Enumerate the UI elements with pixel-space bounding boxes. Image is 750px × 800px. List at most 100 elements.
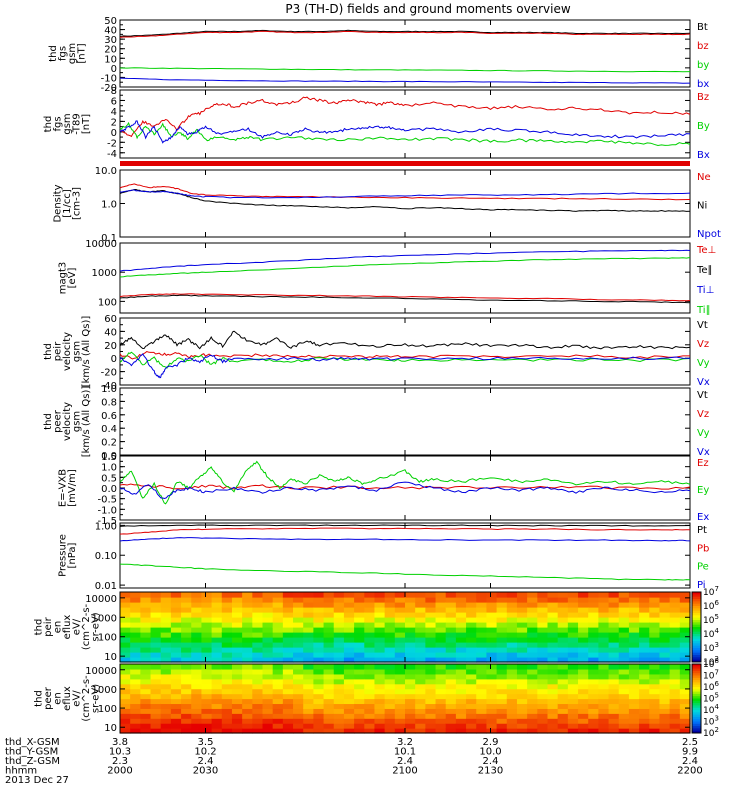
spectrogram-cell — [567, 597, 579, 603]
spectrogram-cell — [435, 693, 447, 700]
spectrogram-cell — [343, 597, 355, 603]
spectrogram-cell — [598, 708, 610, 714]
spectrogram-cell — [455, 612, 467, 618]
spectrogram-cell — [578, 612, 589, 618]
spectrogram-cell — [578, 664, 589, 670]
spectrogram-cell — [231, 673, 243, 680]
spectrogram-cell — [679, 683, 691, 690]
spectrogram-cell — [476, 627, 488, 633]
spectrogram-cell — [679, 642, 691, 648]
spectrogram-cell — [628, 664, 640, 670]
colorbar-label: 102 — [703, 726, 719, 739]
spectrogram-cell — [181, 622, 192, 628]
spectrogram-cell — [211, 637, 223, 643]
spectrogram-cell — [293, 642, 304, 648]
series-line-Pt — [119, 524, 691, 527]
spectrogram-cell — [181, 597, 192, 603]
spectrogram-cell — [659, 622, 671, 628]
y-tick-label: 20 — [104, 341, 117, 352]
spectrogram-cell — [659, 683, 671, 690]
spectrogram-cell — [425, 652, 437, 658]
spectrogram-cell — [639, 607, 650, 613]
spectrogram-cell — [659, 723, 671, 729]
spectrogram-cell — [282, 728, 294, 734]
spectrogram-cell — [333, 688, 345, 695]
spectrogram-cell — [333, 642, 345, 648]
spectrogram-cell — [608, 713, 620, 719]
spectrogram-cell — [618, 678, 630, 685]
spectrogram-cell — [242, 612, 253, 618]
spectrogram-cell — [130, 683, 141, 690]
spectrogram-cell — [649, 693, 661, 700]
y-label-line: gsm — [72, 341, 83, 362]
x-row-value: 10.1 — [394, 747, 416, 758]
spectrogram-cell — [618, 642, 630, 648]
spectrogram-cell — [313, 637, 325, 643]
panel-electron_velocity: 0.00.20.40.60.81.0thdpeervelocitygsm[km/… — [43, 384, 710, 462]
spectrogram-cell — [160, 597, 172, 603]
colorbar-segment — [692, 601, 701, 605]
spectrogram-cell — [262, 602, 274, 608]
spectrogram-cell — [659, 632, 671, 638]
spectrogram-cell — [466, 673, 477, 680]
colorbar-segment — [692, 650, 701, 654]
spectrogram-cell — [242, 592, 253, 598]
spectrogram-cell — [486, 723, 498, 729]
spectrogram-cell — [130, 698, 141, 705]
spectrogram-cell — [608, 698, 620, 705]
series-fgs_dg — [119, 96, 691, 146]
spectrogram-cell — [333, 668, 345, 675]
spectrogram-cell — [506, 652, 518, 658]
spectrogram-cell — [486, 647, 498, 653]
spectrogram-cell — [170, 668, 182, 675]
spectrogram-cell — [649, 698, 661, 705]
spectrogram-cell — [282, 597, 294, 603]
spectrogram-cell — [628, 627, 640, 633]
spectrogram-cell — [242, 688, 253, 695]
spectrogram-cell — [578, 683, 589, 690]
spectrogram-cell — [333, 664, 345, 670]
colorbar-segment — [692, 634, 701, 637]
spectrogram-cell — [578, 688, 589, 695]
spectrogram-cell — [140, 683, 152, 690]
spectrogram-cell — [496, 652, 508, 658]
y-label-line: sr-eV) — [91, 612, 102, 641]
spectrogram-cell — [445, 664, 457, 670]
spectrogram-cell — [537, 664, 549, 670]
spectrogram-cell — [130, 602, 141, 608]
spectrogram-cell — [486, 592, 498, 598]
spectrogram-cell — [140, 723, 152, 729]
spectrogram-cell — [649, 657, 661, 663]
spectrogram-cell — [679, 657, 691, 663]
spectrogram-cell — [608, 693, 620, 700]
spectrogram-cell — [415, 673, 426, 680]
y-label-line: peer — [43, 686, 54, 710]
spectrogram-cell — [221, 647, 233, 653]
spectrogram-cell — [547, 683, 559, 690]
spectrogram-cell — [405, 637, 416, 643]
spectrogram-cell — [435, 652, 447, 658]
spectrogram-cell — [252, 664, 264, 670]
colorbar-segment — [692, 606, 701, 609]
spectrogram-cell — [374, 673, 386, 680]
spectrogram-cell — [567, 693, 579, 700]
spectrogram-cell — [262, 612, 274, 618]
spectrogram-cell — [455, 723, 467, 729]
y-tick-label: -0.5 — [97, 495, 117, 506]
spectrogram-cell — [476, 693, 488, 700]
spectrogram-cell — [405, 723, 416, 729]
spectrogram-cell — [425, 693, 437, 700]
spectrogram-cell — [282, 678, 294, 685]
spectrogram-cell — [221, 664, 233, 670]
spectrogram-cell — [282, 627, 294, 633]
spectrogram-cell — [445, 592, 457, 598]
spectrogram-cell — [557, 657, 569, 663]
spectrogram-cell — [405, 693, 416, 700]
spectrogram-cell — [527, 708, 538, 714]
spectrogram-cell — [181, 698, 192, 705]
spectrogram-cell — [262, 708, 274, 714]
spectrogram-cell — [659, 708, 671, 714]
